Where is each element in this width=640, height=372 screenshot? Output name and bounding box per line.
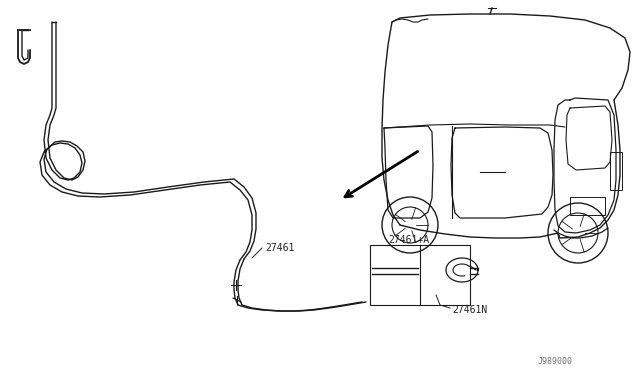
Bar — [570, 197, 605, 215]
Text: 27461+A: 27461+A — [388, 235, 429, 245]
Bar — [610, 152, 622, 190]
Bar — [370, 245, 470, 305]
Text: J989000: J989000 — [538, 357, 573, 366]
Text: 27461N: 27461N — [452, 305, 487, 315]
Text: 27461: 27461 — [265, 243, 294, 253]
